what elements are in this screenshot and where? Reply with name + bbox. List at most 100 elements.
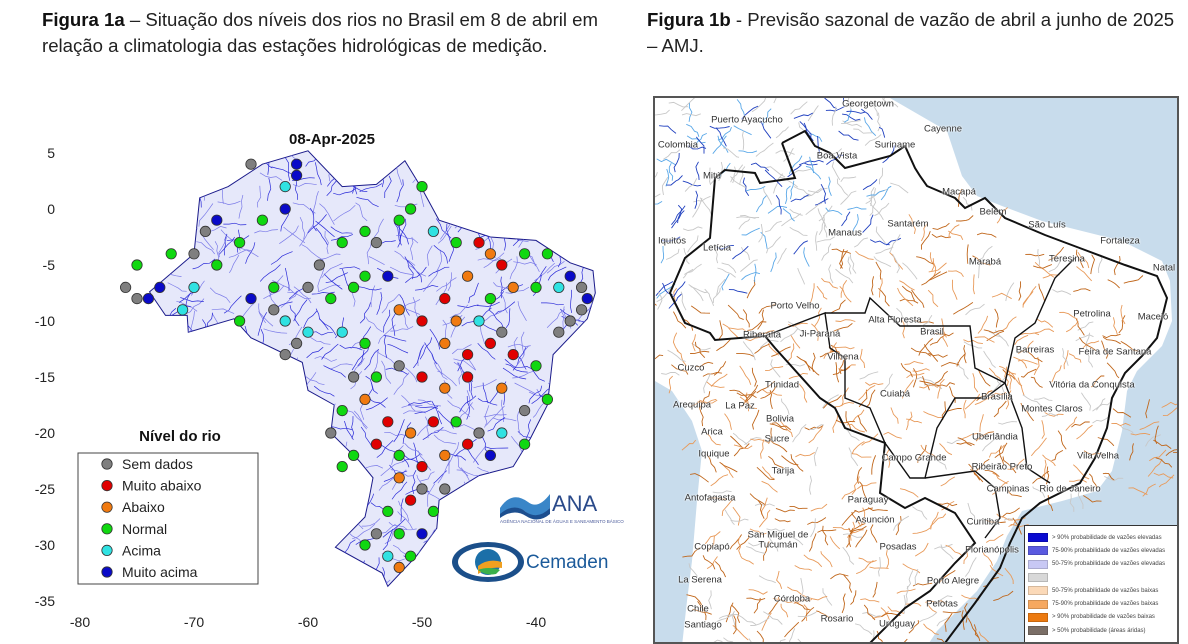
- forecast-river-line: [852, 409, 865, 423]
- forecast-river-line: [921, 271, 941, 286]
- forecast-river-line: [754, 330, 775, 337]
- station-point-muito-acima: [290, 158, 303, 170]
- forecast-river-line: [824, 98, 837, 109]
- brazil-outline: [148, 150, 596, 588]
- forecast-river-line: [878, 557, 881, 577]
- river-line: [343, 573, 354, 587]
- forecast-river-line: [974, 458, 990, 473]
- river-line: [289, 305, 300, 326]
- forecast-river-line: [839, 285, 852, 303]
- river-line: [149, 150, 154, 159]
- river-line: [560, 423, 571, 445]
- river-line: [233, 357, 256, 360]
- forecast-river-line: [857, 482, 877, 490]
- river-line: [482, 207, 487, 231]
- forecast-river-line: [761, 480, 778, 493]
- forecast-river-line: [990, 391, 1007, 398]
- river-line: [370, 285, 376, 308]
- forecast-river-line: [752, 409, 760, 430]
- forecast-river-line: [878, 126, 886, 138]
- forecast-river-line: [819, 350, 834, 358]
- river-line: [353, 410, 367, 430]
- station-point-abaixo: [450, 315, 462, 327]
- station-point-normal: [359, 270, 371, 282]
- river-line: [528, 197, 541, 219]
- legend-marker: [101, 523, 113, 535]
- forecast-river-line: [707, 535, 715, 552]
- river-line: [405, 367, 418, 383]
- station-point-muito-abaixo: [439, 292, 451, 305]
- river-line: [330, 226, 353, 234]
- forecast-river-line: [1044, 412, 1064, 417]
- forecast-river-line: [1036, 318, 1054, 328]
- forecast-river-line: [724, 413, 732, 430]
- river-line: [514, 382, 536, 395]
- forecast-river-line: [760, 439, 765, 459]
- forecast-river-line: [841, 488, 857, 500]
- forecast-river-line: [713, 361, 727, 376]
- river-line: [323, 273, 343, 290]
- station-point-abaixo: [393, 304, 405, 316]
- forecast-river-line: [1051, 450, 1064, 461]
- legend-label: > 90% probabilidade de vazões baixas: [1052, 614, 1155, 621]
- forecast-river-line: [657, 292, 663, 310]
- forecast-river-line: [1082, 340, 1100, 349]
- river-line: [245, 367, 265, 386]
- river-line: [165, 202, 186, 219]
- forecast-river-line: [807, 517, 827, 525]
- river-line: [556, 475, 575, 493]
- river-line: [283, 543, 299, 559]
- forecast-river-line: [681, 439, 697, 451]
- forecast-river-line: [890, 182, 909, 194]
- legend-label: > 50% probabilidade (áreas áridas): [1052, 627, 1146, 634]
- station-point-normal: [393, 449, 405, 461]
- river-line: [183, 232, 192, 251]
- legend-row: > 90% probabilidade de vazões baixas: [1028, 611, 1177, 624]
- river-line: [449, 304, 469, 319]
- river-line: [597, 580, 607, 601]
- forecast-river-line: [770, 359, 781, 378]
- forecast-river-line: [878, 167, 884, 185]
- forecast-river-line: [728, 289, 748, 294]
- forecast-river-line: [763, 188, 773, 205]
- station-point-muito-abaixo: [461, 371, 474, 383]
- river-line: [454, 210, 476, 229]
- legend-marker: [101, 458, 113, 470]
- river-line: [476, 171, 501, 177]
- forecast-river-line: [963, 341, 983, 349]
- station-point-muito-abaixo: [416, 371, 428, 383]
- forecast-river-line: [809, 533, 817, 552]
- river-line: [359, 183, 383, 193]
- forecast-river-line: [924, 383, 943, 390]
- river-line: [149, 160, 153, 172]
- forecast-river-line: [1014, 334, 1029, 346]
- river-line: [330, 234, 354, 241]
- river-line: [352, 565, 365, 583]
- forecast-river-line: [976, 232, 997, 238]
- river-line: [477, 342, 496, 360]
- forecast-river-line: [655, 354, 664, 360]
- station-point-normal: [347, 449, 360, 461]
- city-label: Curitiba: [966, 516, 1000, 528]
- river-line: [106, 387, 129, 390]
- river-line: [217, 150, 232, 156]
- forecast-river-line: [1162, 407, 1177, 417]
- station-point-muito-abaixo: [507, 348, 519, 361]
- river-line: [267, 408, 289, 414]
- city-label: Cuzco: [677, 362, 705, 374]
- city-label: Antofagasta: [684, 492, 736, 504]
- river-line: [597, 268, 602, 290]
- river-line: [396, 223, 409, 245]
- forecast-river-line: [776, 570, 783, 589]
- forecast-river-line: [753, 597, 761, 614]
- city-label: Santarém: [887, 218, 929, 230]
- legend-swatch: [1028, 586, 1048, 596]
- legend-marker: [101, 479, 113, 492]
- forecast-river-line: [793, 168, 812, 174]
- forecast-river-line: [920, 223, 928, 242]
- forecast-river-line: [929, 334, 946, 346]
- forecast-river-line: [821, 243, 832, 261]
- forecast-river-line: [682, 268, 694, 279]
- river-line: [177, 378, 202, 390]
- river-line: [534, 262, 556, 282]
